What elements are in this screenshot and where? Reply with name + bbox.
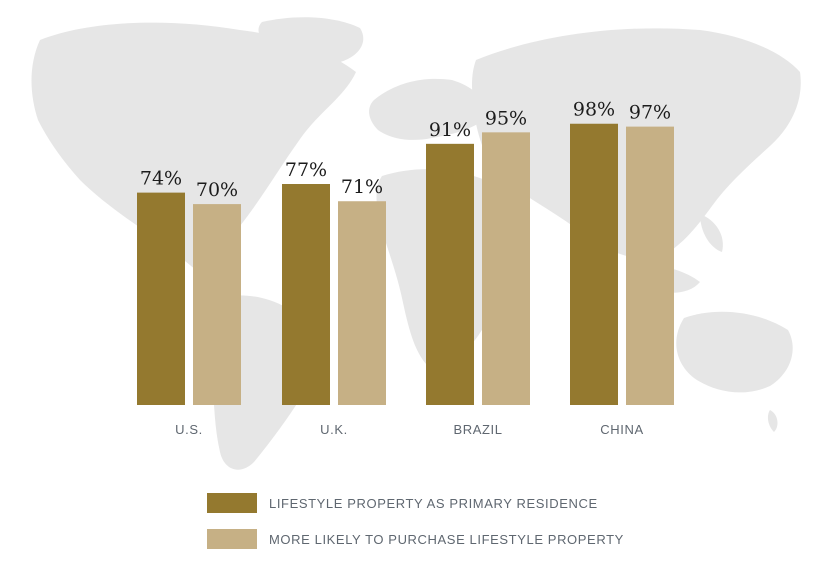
data-label-china-series-1: 98% xyxy=(573,99,615,121)
legend-swatch-primary xyxy=(207,493,257,513)
bar-brazil-series-1 xyxy=(426,143,474,405)
data-label-u-s-series-2: 70% xyxy=(196,179,238,201)
category-label-brazil: BRAZIL xyxy=(453,422,502,437)
bar-china-series-2 xyxy=(626,126,674,406)
data-label-u-k-series-1: 77% xyxy=(285,159,327,181)
data-label-u-k-series-2: 71% xyxy=(341,176,383,198)
data-label-china-series-2: 97% xyxy=(629,102,671,124)
bar-china-series-1 xyxy=(570,123,618,406)
data-label-brazil-series-2: 95% xyxy=(485,107,527,129)
bar-u-s-series-2 xyxy=(193,204,241,405)
legend-item-primary-residence: LIFESTYLE PROPERTY AS PRIMARY RESIDENCE xyxy=(207,492,624,514)
legend-label-primary: LIFESTYLE PROPERTY AS PRIMARY RESIDENCE xyxy=(269,495,598,511)
data-label-brazil-series-1: 91% xyxy=(429,119,471,141)
chart-legend: LIFESTYLE PROPERTY AS PRIMARY RESIDENCE … xyxy=(207,492,624,564)
legend-label-secondary: MORE LIKELY TO PURCHASE LIFESTYLE PROPER… xyxy=(269,531,624,547)
bar-u-k-series-2 xyxy=(338,201,386,405)
data-label-u-s-series-1: 74% xyxy=(140,168,182,190)
category-label-u-k: U.K. xyxy=(320,422,348,437)
category-label-china: CHINA xyxy=(600,422,643,437)
legend-item-more-likely-purchase: MORE LIKELY TO PURCHASE LIFESTYLE PROPER… xyxy=(207,528,624,550)
category-label-u-s: U.S. xyxy=(175,422,203,437)
bar-u-s-series-1 xyxy=(137,192,185,405)
bar-brazil-series-2 xyxy=(482,132,530,405)
legend-swatch-secondary xyxy=(207,529,257,549)
bar-u-k-series-1 xyxy=(282,184,330,405)
